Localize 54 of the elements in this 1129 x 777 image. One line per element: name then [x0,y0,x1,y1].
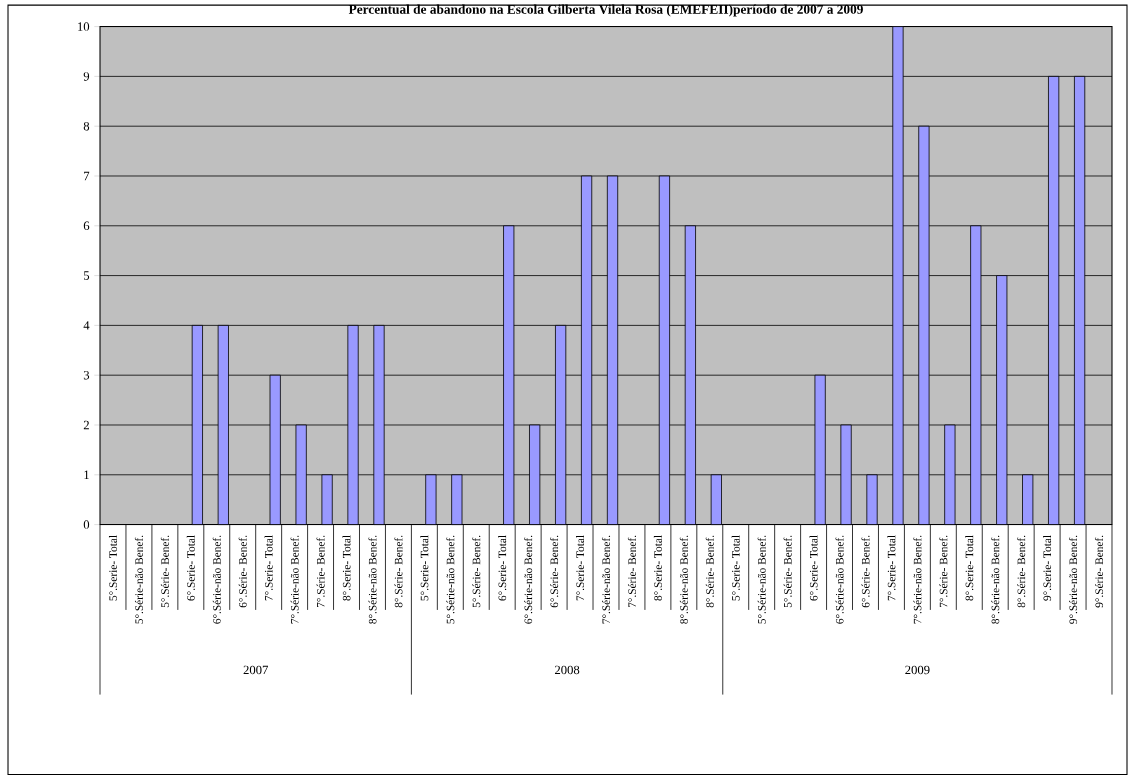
x-tick-label: 8°.Serie- Total [342,535,351,601]
x-tick-label: 7°.Série- Benef. [627,535,637,608]
x-tick-label: 7°.Serie- Total [887,535,896,601]
y-tick-label: 3 [83,371,90,380]
x-tick-label: 5°.Serie- Total [731,535,740,601]
text: 2009 [905,665,930,675]
x-tick-label: 5°.Série- Benef. [160,535,169,608]
x-tick-label: 7°.Série-não Benef. [290,535,299,624]
x-tick-label: 7°.Serie- Total [576,535,585,601]
x-tick-label: 5°.Série-não Benef. [446,535,455,624]
x-tick-label: 6°.Serie- Total [186,535,195,601]
x-tick-label: 8°.Série-não Benef. [679,535,688,624]
y-tick-label: 7 [84,172,90,181]
x-tick-label: 7°.Série-não Benef. [913,535,922,624]
y-tick-label: 4 [83,321,90,330]
x-tick-label: 9°.Série- Benef. [1094,535,1104,608]
text: 2008 [554,665,580,675]
x-tick-label: 7°.Série- Benef. [939,535,948,608]
x-tick-label: 5°.Série- Benef. [783,535,792,608]
x-tick-label: 6°.Série- Benef. [238,535,247,608]
x-tick-label: 8°.Série- Benef. [394,535,403,608]
x-tick-label: 6°.Série-não Benef. [524,535,533,624]
x-tick-label: 6°.Série- Benef. [861,535,870,608]
x-tick-label: 9°.Série-não Benef. [1069,535,1078,625]
x-tick-label: 7°.Série-não Benef. [601,535,611,624]
x-tick-label: 8°.Série- Benef. [705,535,714,608]
y-tick-label: 5 [84,271,90,280]
x-tick-label: 6°.Série-não Benef. [835,535,844,624]
x-tick-label: 5°.Série- Benef. [472,535,481,608]
x-tick-label: 6°.Série- Benef. [550,535,559,608]
y-tick-label: 8 [83,122,90,131]
x-tick-label: 6°.Série-não Benef. [212,535,221,624]
x-tick-label: 9°.Serie- Total [1043,535,1052,601]
y-tick-label: 9 [83,72,90,81]
x-tick-label: 8°.Serie- Total [965,535,974,601]
x-tick-label: 8°.Série-não Benef. [368,535,377,624]
y-tick-label: 2 [83,420,89,430]
y-tick-label: 0 [83,520,90,530]
x-tick-label: 5°.Serie- Total [420,535,429,601]
x-tick-label: 7°.Série- Benef. [316,535,325,608]
text: 2007 [243,665,269,675]
y-tick-label: 6 [83,221,90,231]
x-tick-label: 6°.Serie- Total [809,535,818,601]
y-tick-label: 10 [78,22,90,32]
x-tick-label: 8°.Serie- Total [653,535,662,601]
x-tick-label: 8°.Série- Benef. [1017,535,1026,608]
x-tick-label: 7°.Serie- Total [264,535,273,601]
x-tick-label: 5°.Série-não Benef. [134,535,144,624]
y-tick-label: 1 [84,470,89,480]
x-tick-label: 5°.Série-não Benef. [757,535,766,624]
x-tick-label: 5°.Serie- Total [108,535,117,601]
x-tick-label: 8°.Série-não Benef. [991,535,1000,624]
chart-title: Percentual de abandono na Escola Gilberta Vilela Rosa (EMEFEII)período de 2007 a 2009 [348,4,863,17]
x-tick-label: 6°.Serie- Total [498,535,507,601]
